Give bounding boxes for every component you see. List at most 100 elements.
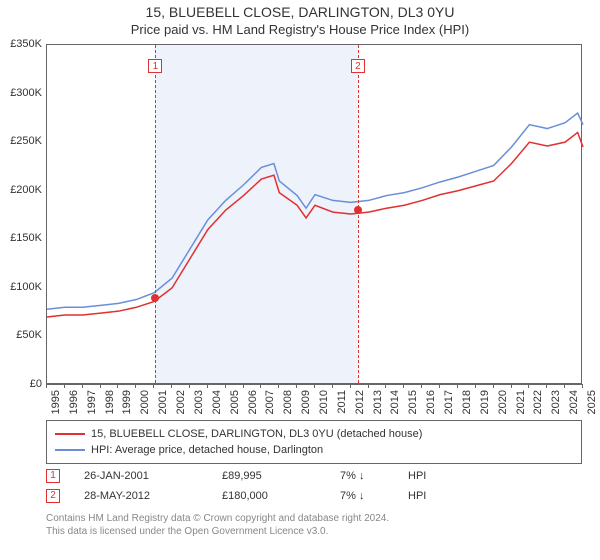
xtick-mark bbox=[368, 384, 369, 388]
xtick-label: 1999 bbox=[121, 390, 133, 414]
footer-line-1: Contains HM Land Registry data © Crown c… bbox=[46, 512, 582, 525]
page: 15, BLUEBELL CLOSE, DARLINGTON, DL3 0YU … bbox=[0, 0, 600, 560]
xtick-label: 2022 bbox=[532, 390, 544, 414]
txn-index: 1 bbox=[46, 469, 60, 483]
ytick-label: £200K bbox=[2, 184, 42, 196]
transactions-table: 1 26-JAN-2001 £89,995 7% ↓ HPI 2 28-MAY-2012 £1… bbox=[46, 466, 582, 506]
event-marker: 1 bbox=[148, 59, 162, 73]
ytick-label: £100K bbox=[2, 281, 42, 293]
xtick-mark bbox=[475, 384, 476, 388]
txn-vs: HPI bbox=[408, 470, 426, 482]
xtick-mark bbox=[64, 384, 65, 388]
xtick-label: 2020 bbox=[497, 390, 509, 414]
xtick-mark bbox=[260, 384, 261, 388]
chart-lines bbox=[47, 45, 581, 383]
xtick-label: 2024 bbox=[568, 390, 580, 414]
txn-vs: HPI bbox=[408, 490, 426, 502]
xtick-label: 2009 bbox=[300, 390, 312, 414]
xtick-mark bbox=[100, 384, 101, 388]
xtick-label: 2008 bbox=[282, 390, 294, 414]
xtick-mark bbox=[457, 384, 458, 388]
ytick-label: £300K bbox=[2, 87, 42, 99]
txn-delta: 7% ↓ bbox=[340, 470, 400, 482]
xtick-mark bbox=[189, 384, 190, 388]
xtick-mark bbox=[46, 384, 47, 388]
legend-label: 15, BLUEBELL CLOSE, DARLINGTON, DL3 0YU … bbox=[91, 428, 422, 440]
xtick-label: 2017 bbox=[443, 390, 455, 414]
series-hpi bbox=[47, 113, 583, 309]
ytick-label: £0 bbox=[2, 378, 42, 390]
xtick-label: 1996 bbox=[68, 390, 80, 414]
xtick-mark bbox=[117, 384, 118, 388]
xtick-label: 2005 bbox=[229, 390, 241, 414]
xtick-mark bbox=[135, 384, 136, 388]
xtick-label: 2015 bbox=[407, 390, 419, 414]
xtick-label: 2003 bbox=[193, 390, 205, 414]
xtick-mark bbox=[314, 384, 315, 388]
txn-row: 2 28-MAY-2012 £180,000 7% ↓ HPI bbox=[46, 486, 582, 506]
xtick-label: 2010 bbox=[318, 390, 330, 414]
xtick-label: 2000 bbox=[139, 390, 151, 414]
xtick-label: 2006 bbox=[247, 390, 259, 414]
txn-row: 1 26-JAN-2001 £89,995 7% ↓ HPI bbox=[46, 466, 582, 486]
xtick-label: 2016 bbox=[425, 390, 437, 414]
xtick-mark bbox=[225, 384, 226, 388]
xtick-label: 2019 bbox=[479, 390, 491, 414]
legend: 15, BLUEBELL CLOSE, DARLINGTON, DL3 0YU … bbox=[46, 420, 582, 464]
xtick-label: 2007 bbox=[264, 390, 276, 414]
xtick-label: 2021 bbox=[515, 390, 527, 414]
txn-date: 28-MAY-2012 bbox=[68, 490, 214, 502]
xtick-mark bbox=[511, 384, 512, 388]
xtick-mark bbox=[332, 384, 333, 388]
txn-delta: 7% ↓ bbox=[340, 490, 400, 502]
txn-price: £89,995 bbox=[222, 470, 332, 482]
sale-dot bbox=[354, 206, 362, 214]
page-title: 15, BLUEBELL CLOSE, DARLINGTON, DL3 0YU bbox=[0, 4, 600, 20]
xtick-mark bbox=[296, 384, 297, 388]
txn-index: 2 bbox=[46, 489, 60, 503]
xtick-label: 2011 bbox=[336, 390, 348, 414]
xtick-mark bbox=[582, 384, 583, 388]
xtick-label: 2023 bbox=[550, 390, 562, 414]
legend-row: 15, BLUEBELL CLOSE, DARLINGTON, DL3 0YU … bbox=[55, 426, 573, 442]
txn-price: £180,000 bbox=[222, 490, 332, 502]
xtick-label: 2018 bbox=[461, 390, 473, 414]
event-line bbox=[155, 45, 156, 383]
ytick-label: £250K bbox=[2, 135, 42, 147]
xtick-mark bbox=[421, 384, 422, 388]
xtick-mark bbox=[546, 384, 547, 388]
ytick-label: £350K bbox=[2, 38, 42, 50]
txn-date: 26-JAN-2001 bbox=[68, 470, 214, 482]
xtick-label: 2012 bbox=[354, 390, 366, 414]
xtick-label: 2002 bbox=[175, 390, 187, 414]
xtick-mark bbox=[493, 384, 494, 388]
xtick-label: 1998 bbox=[104, 390, 116, 414]
xtick-mark bbox=[278, 384, 279, 388]
chart-area: 12 bbox=[46, 44, 582, 384]
legend-label: HPI: Average price, detached house, Darl… bbox=[91, 444, 323, 456]
ytick-label: £50K bbox=[2, 329, 42, 341]
title-block: 15, BLUEBELL CLOSE, DARLINGTON, DL3 0YU … bbox=[0, 0, 600, 37]
xtick-mark bbox=[171, 384, 172, 388]
xtick-mark bbox=[439, 384, 440, 388]
footer: Contains HM Land Registry data © Crown c… bbox=[46, 512, 582, 538]
event-marker: 2 bbox=[351, 59, 365, 73]
legend-row: HPI: Average price, detached house, Darl… bbox=[55, 442, 573, 458]
xtick-mark bbox=[82, 384, 83, 388]
xtick-mark bbox=[403, 384, 404, 388]
page-subtitle: Price paid vs. HM Land Registry's House … bbox=[0, 22, 600, 37]
xtick-label: 2013 bbox=[372, 390, 384, 414]
xtick-label: 2004 bbox=[211, 390, 223, 414]
xtick-mark bbox=[207, 384, 208, 388]
xtick-mark bbox=[385, 384, 386, 388]
legend-swatch bbox=[55, 449, 85, 451]
xtick-label: 1997 bbox=[86, 390, 98, 414]
xtick-label: 2014 bbox=[389, 390, 401, 414]
xtick-label: 2025 bbox=[586, 390, 598, 414]
xtick-mark bbox=[243, 384, 244, 388]
xtick-mark bbox=[528, 384, 529, 388]
xtick-label: 2001 bbox=[157, 390, 169, 414]
sale-dot bbox=[151, 294, 159, 302]
xtick-label: 1995 bbox=[50, 390, 62, 414]
legend-swatch bbox=[55, 433, 85, 435]
